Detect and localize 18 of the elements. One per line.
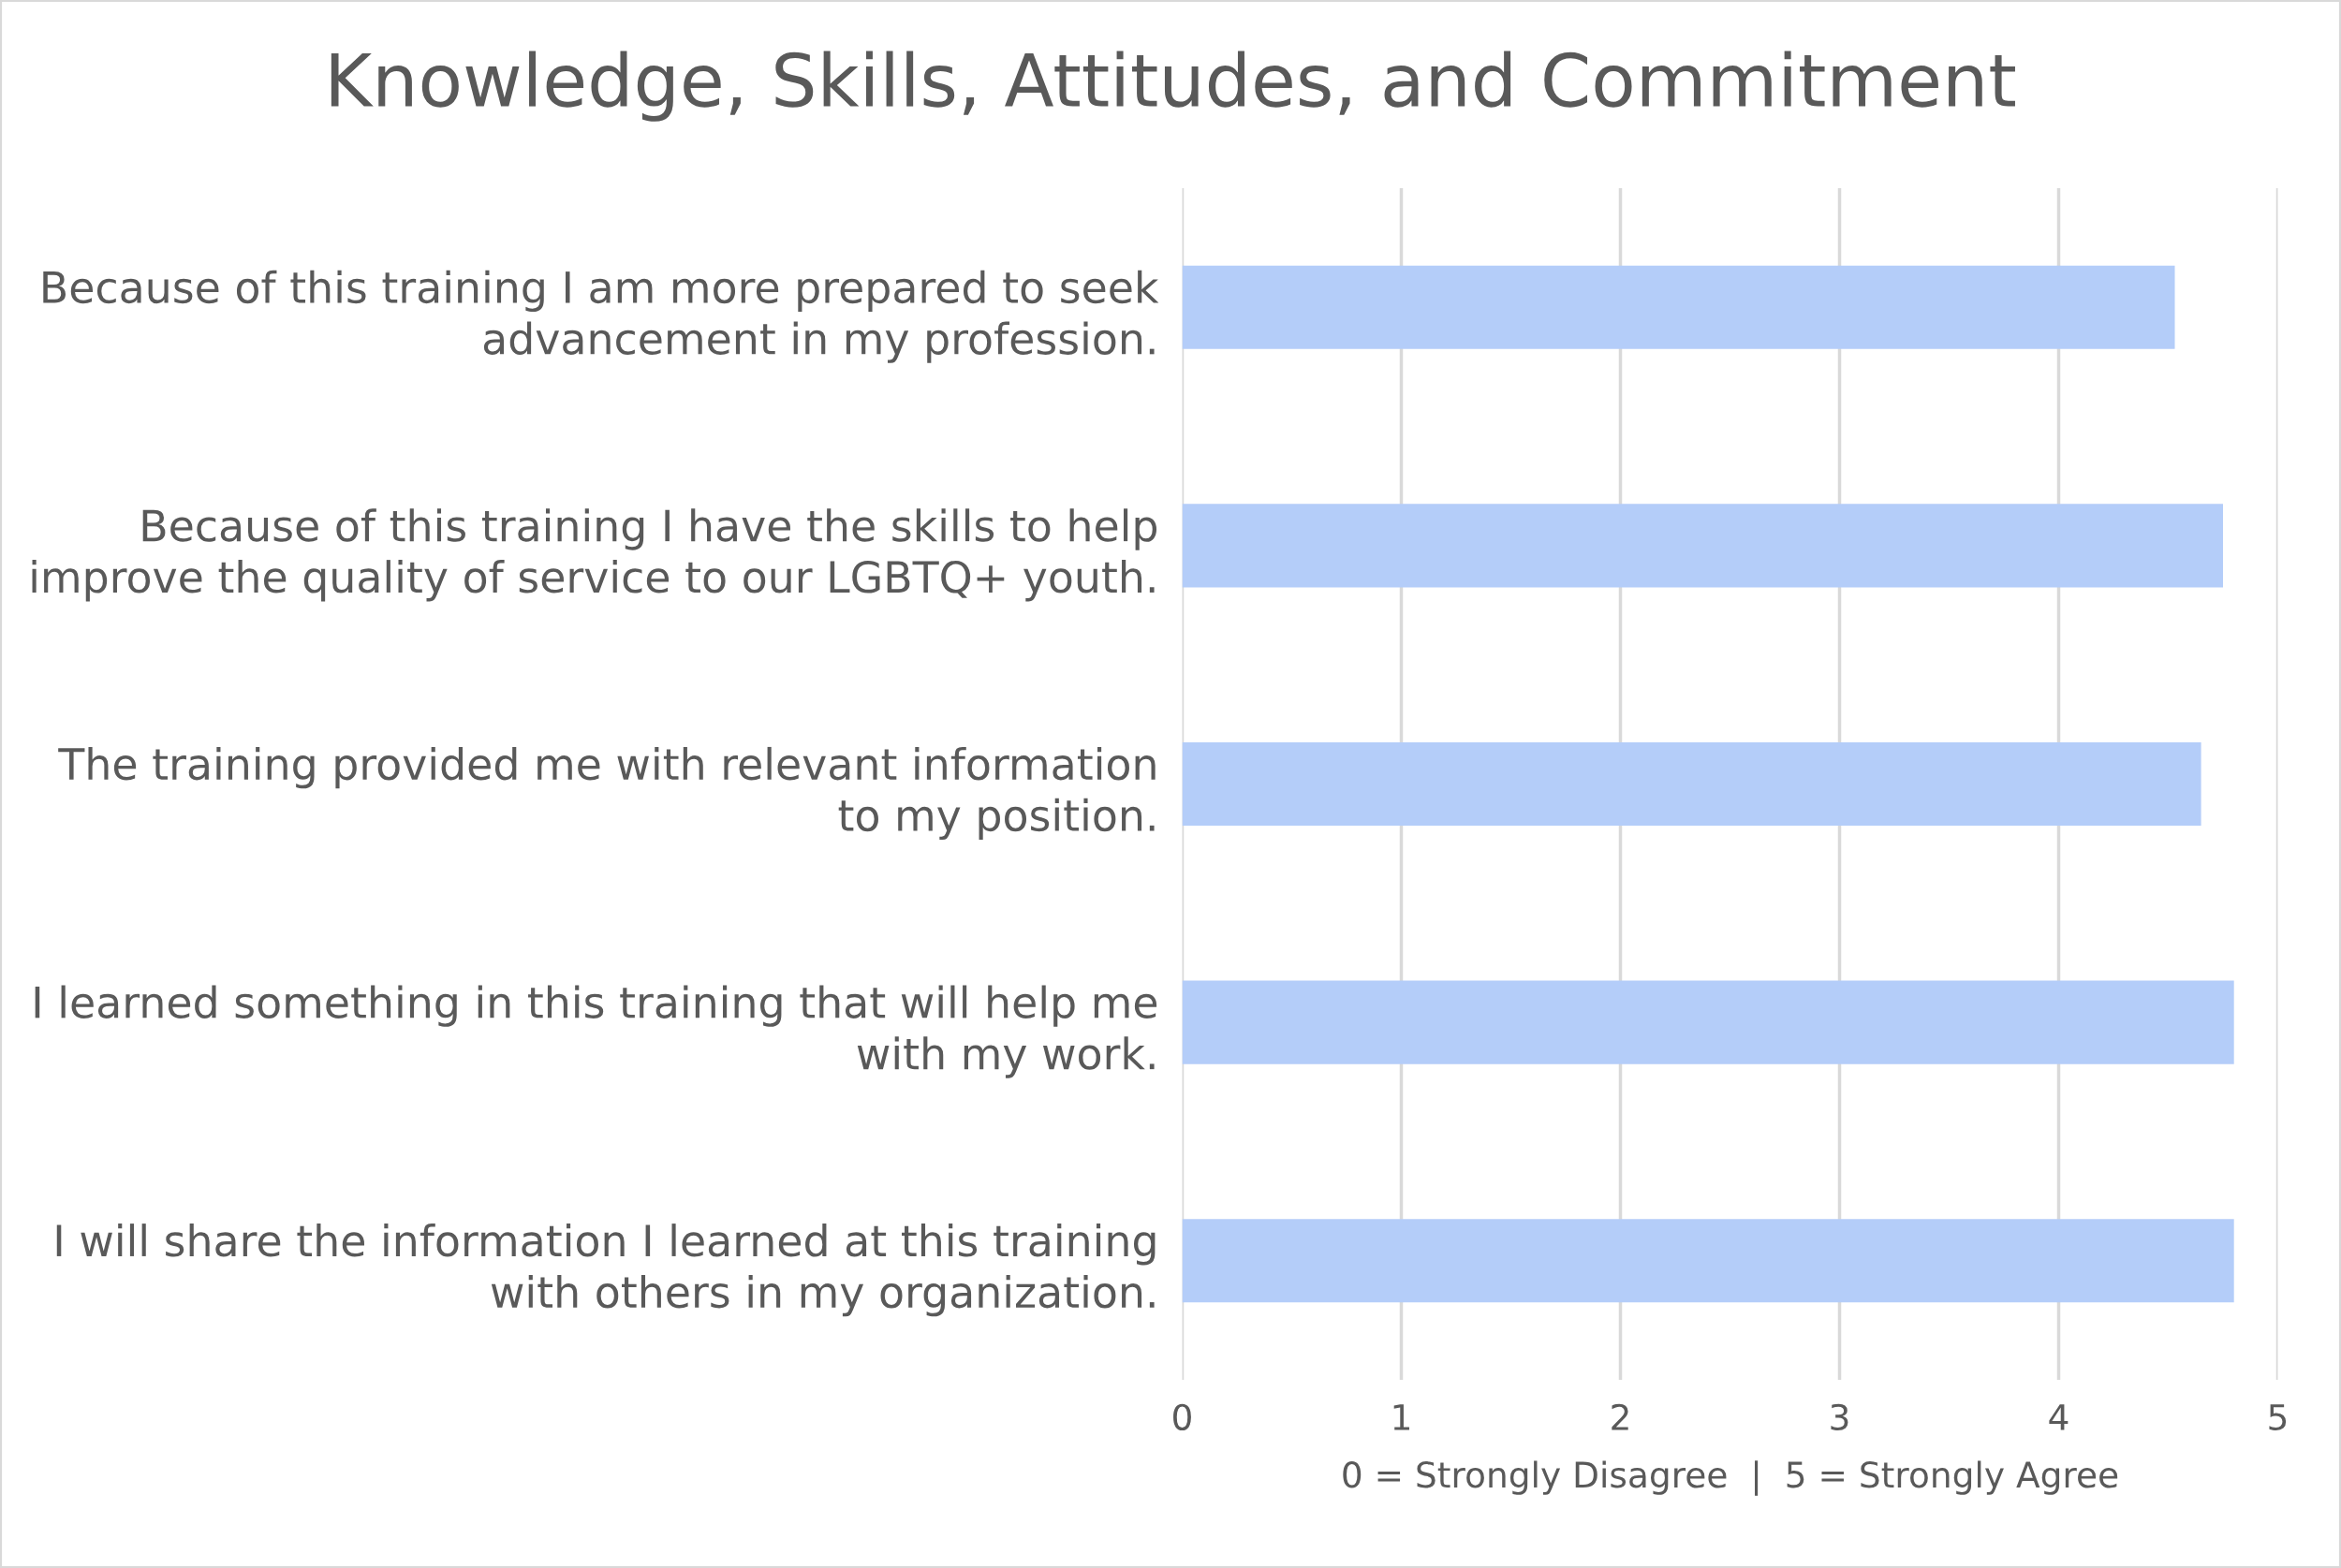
x-tick-label: 3 xyxy=(1831,1403,1848,1431)
y-tick-label: I learned something in this training that will help me with my work. xyxy=(35,985,1157,1078)
x-axis-title: 0 = Strongly Disagree | 5 = Strongly Agree xyxy=(1343,1460,2118,1496)
bar xyxy=(1182,504,2223,588)
x-tick-label: 5 xyxy=(2269,1404,2287,1431)
bar xyxy=(1182,1219,2234,1303)
bar xyxy=(1182,265,2175,349)
x-tick-label: 0 xyxy=(1173,1403,1191,1431)
bar xyxy=(1182,741,2201,827)
y-tick-label: Because of this training I have the skills to help improve the quality of service to our LGBTQ+ youth. xyxy=(32,508,1157,602)
y-tick-label: The training provided me with relevant information to my position. xyxy=(58,746,1156,841)
bar xyxy=(1182,980,2234,1064)
y-tick-label: I will share the information I learned at this training with others in my organization. xyxy=(56,1224,1156,1317)
x-tick-label: 1 xyxy=(1393,1404,1409,1430)
x-tick-label: 4 xyxy=(2049,1404,2069,1430)
chart-title: Knowledge, Skills, Attitudes, and Commitment xyxy=(331,51,2015,122)
y-tick-label: Because of this training I am more prepared to seek advancement in my profession. xyxy=(43,270,1159,363)
x-tick-label: 2 xyxy=(1612,1403,1628,1430)
